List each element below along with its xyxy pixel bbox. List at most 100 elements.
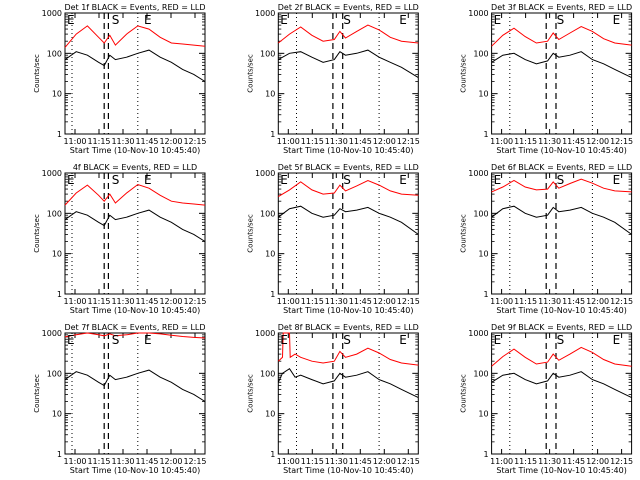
x-tick-label: 11:30 [538,297,561,306]
x-tick-label: 11:00 [277,137,300,146]
chart-panel: 4f BLACK = Events, RED = LLD 1 10 100 1000 11… [33,163,207,315]
x-tick-label: 11:15 [87,457,110,466]
x-axis-label: Start Time (10-Nov-10 10:45:40) [283,306,413,315]
y-axis-label: Counts/sec [33,54,41,93]
chart-panel: Det 1f BLACK = Events, RED = LLD 1 10 100 10… [33,3,207,155]
event-marker-label: E [494,13,502,27]
event-marker-label: S [557,173,565,187]
y-axis-label: Counts/sec [460,214,468,253]
x-axis-label: Start Time (10-Nov-10 10:45:40) [70,306,200,315]
series-line-red [277,24,419,44]
series-line-red [277,332,419,366]
x-tick-label: 11:45 [562,137,585,146]
y-tick-label: 1000 [468,169,488,178]
event-marker-label: E [494,333,502,347]
y-tick-label: 1 [484,130,489,139]
x-tick-label: 11:30 [538,457,561,466]
series-line-black [277,205,419,235]
x-tick-label: 12:15 [183,137,206,146]
y-tick-label: 10 [265,90,275,99]
plot-frame [64,332,206,455]
x-tick-label: 11:45 [349,297,372,306]
x-tick-label: 12:00 [159,457,182,466]
x-tick-label: 12:15 [610,457,633,466]
event-marker-label: S [343,333,351,347]
chart-panel: Det 8f BLACK = Events, RED = LLD 1 10 100 10… [246,323,420,475]
x-axis-label: Start Time (10-Nov-10 10:45:40) [496,146,626,155]
x-tick-label: 12:00 [586,297,609,306]
chart-title: Det 3f BLACK = Events, RED = LLD [491,3,632,12]
x-tick-label: 11:30 [111,457,134,466]
x-axis-label: Start Time (10-Nov-10 10:45:40) [283,466,413,475]
y-tick-label: 100 [47,369,62,378]
series-line-black [491,371,632,399]
x-tick-label: 11:30 [538,137,561,146]
event-marker-label: E [399,13,407,27]
event-marker-label: E [67,173,75,187]
y-tick-label: 1000 [255,169,275,178]
x-tick-label: 11:00 [63,297,86,306]
x-tick-label: 12:15 [397,297,420,306]
event-marker-label: E [613,333,621,347]
x-axis-label: Start Time (10-Nov-10 10:45:40) [283,146,413,155]
series-line-black [278,49,419,79]
event-marker-label: S [343,13,351,27]
plot-frame [491,332,633,455]
chart-title: 4f BLACK = Events, RED = LLD [73,163,197,172]
chart-title: Det 9f BLACK = Events, RED = LLD [491,323,632,332]
plot-frame [491,12,633,135]
y-tick-label: 1 [484,290,489,299]
event-marker-label: E [67,13,75,27]
event-marker-label: S [557,13,565,27]
event-marker-label: E [613,13,621,27]
y-tick-label: 100 [260,369,275,378]
x-tick-label: 11:15 [87,137,110,146]
series-line-black [64,369,206,402]
y-tick-label: 10 [265,410,275,419]
chart-panel: Det 5f BLACK = Events, RED = LLD 1 10 100 10… [246,163,420,315]
y-tick-label: 10 [478,410,488,419]
series-line-black [491,51,632,79]
x-tick-label: 11:45 [349,457,372,466]
x-tick-label: 12:15 [397,457,420,466]
y-tick-label: 100 [473,369,488,378]
y-tick-label: 100 [473,49,488,58]
y-axis-label: Counts/sec [246,214,254,253]
x-tick-label: 11:00 [490,137,513,146]
y-tick-label: 100 [260,209,275,218]
x-tick-label: 11:30 [111,137,134,146]
x-tick-label: 11:45 [135,457,158,466]
x-tick-label: 12:00 [159,137,182,146]
event-marker-label: S [557,333,565,347]
y-tick-label: 1000 [42,9,62,18]
x-tick-label: 11:15 [514,137,537,146]
event-marker-label: E [494,173,502,187]
event-marker-label: E [144,333,152,347]
plot-frame [277,172,419,295]
series-line-red [64,332,206,339]
event-marker-label: E [144,13,152,27]
y-axis-label: Counts/sec [33,374,41,413]
x-tick-label: 12:15 [183,297,206,306]
y-tick-label: 100 [260,49,275,58]
event-marker-label: E [67,333,75,347]
x-tick-label: 12:00 [586,457,609,466]
x-axis-label: Start Time (10-Nov-10 10:45:40) [496,466,626,475]
y-tick-label: 1 [270,130,275,139]
x-tick-label: 11:30 [325,297,348,306]
x-tick-label: 11:00 [277,297,300,306]
x-axis-label: Start Time (10-Nov-10 10:45:40) [70,146,200,155]
chart-title: Det 1f BLACK = Events, RED = LLD [64,3,205,12]
x-tick-label: 11:30 [111,297,134,306]
plot-frame [64,172,206,295]
x-tick-label: 12:15 [610,137,633,146]
y-tick-label: 1 [484,450,489,459]
x-tick-label: 11:30 [325,457,348,466]
chart-title: Det 7f BLACK = Events, RED = LLD [64,323,205,332]
y-tick-label: 1000 [255,329,275,338]
y-tick-label: 10 [52,250,62,259]
x-tick-label: 11:00 [63,457,86,466]
event-marker-label: E [399,173,407,187]
y-tick-label: 1 [270,450,275,459]
x-tick-label: 11:15 [514,457,537,466]
